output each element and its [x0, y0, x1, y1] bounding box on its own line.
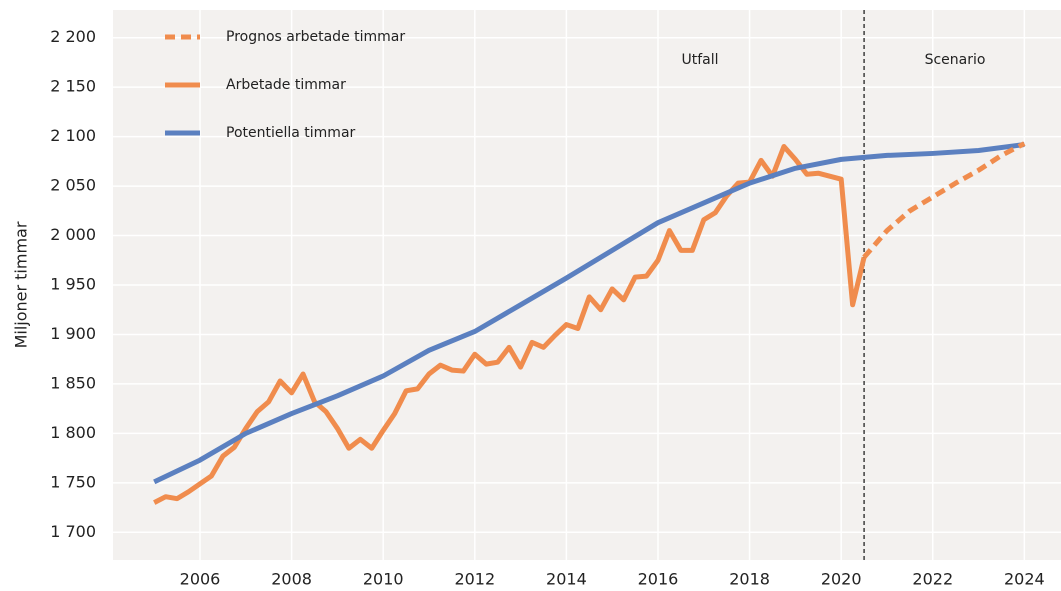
y-tick-label: 1 950	[50, 275, 96, 294]
line	[862, 141, 1026, 259]
y-tick-label: 1 900	[50, 324, 96, 343]
x-tick-label: 2010	[363, 570, 404, 589]
y-tick-label: 1 700	[50, 522, 96, 541]
annotation: Scenario	[925, 52, 986, 68]
x-tick-label: 2016	[638, 570, 679, 589]
x-tick-label: 2018	[729, 570, 770, 589]
x-tick-label: 2008	[271, 570, 312, 589]
legend-label: Arbetade timmar	[226, 77, 346, 93]
y-axis-label: Miljoner timmar	[12, 221, 31, 348]
y-tick-label: 2 150	[50, 77, 96, 96]
x-tick-label: 2020	[821, 570, 862, 589]
y-tick-label: 1 850	[50, 373, 96, 392]
x-tick-label: 2024	[1004, 570, 1045, 589]
y-tick-label: 1 750	[50, 472, 96, 491]
x-tick-label: 2014	[546, 570, 587, 589]
x-tick-label: 2022	[912, 570, 953, 589]
x-tick-label: 2012	[454, 570, 495, 589]
annotation: Utfall	[681, 52, 718, 68]
y-tick-label: 2 000	[50, 225, 96, 244]
y-tick-label: 2 050	[50, 176, 96, 195]
y-tick-label: 2 200	[50, 27, 96, 46]
legend-label: Prognos arbetade timmar	[226, 29, 405, 45]
y-tick-label: 2 100	[50, 126, 96, 145]
x-tick-label: 2006	[180, 570, 221, 589]
y-tick-label: 1 800	[50, 423, 96, 442]
legend-label: Potentiella timmar	[226, 125, 356, 141]
line	[153, 142, 1025, 485]
